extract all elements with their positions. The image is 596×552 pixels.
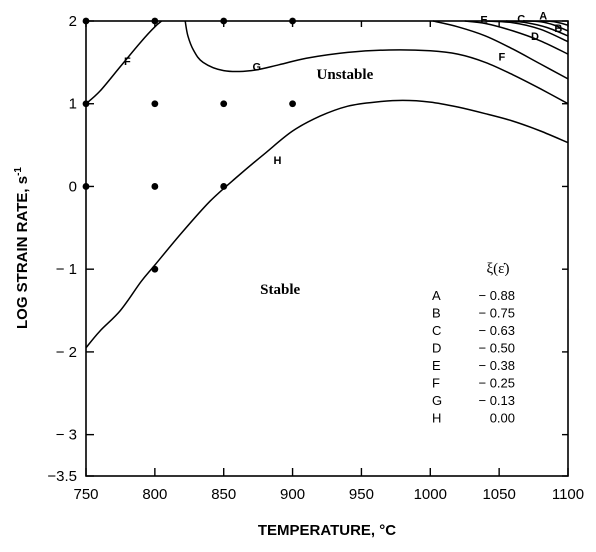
y-tick-label: − 2: [56, 344, 77, 361]
legend-value: − 0.50: [478, 341, 515, 356]
x-tick-label: 950: [349, 486, 374, 503]
data-point: [220, 183, 228, 190]
legend: A − 0.88 B − 0.75 C − 0.63 D − 0.50 E − 0.38 F − 0.…: [432, 288, 515, 426]
y-tick-label: − 3: [56, 427, 77, 444]
data-point: [151, 100, 159, 108]
axis-ticks: 750 800 850 900 950 1000 1050 1100 2 1 0 − 1 − 2 − 3 −…: [47, 13, 584, 503]
curve-label-b: B: [554, 23, 562, 35]
data-point: [289, 100, 296, 108]
x-tick-label: 750: [73, 486, 98, 503]
legend-key: H: [432, 411, 441, 426]
data-point: [82, 17, 90, 25]
y-axis-title: LOG STRAIN RATE, s-1: [13, 167, 31, 329]
legend-key: D: [432, 341, 441, 356]
legend-value: − 0.13: [478, 393, 515, 408]
data-point: [151, 17, 159, 25]
contour-line-g: [184, 20, 569, 105]
legend-value: − 0.38: [478, 358, 515, 373]
data-points: [82, 17, 296, 273]
curve-label-h: H: [273, 155, 281, 167]
y-axis-title-superscript: -1: [13, 167, 24, 176]
x-axis-title: TEMPERATURE, °C: [258, 522, 396, 539]
data-point: [151, 183, 159, 190]
data-point: [220, 17, 228, 25]
legend-key: G: [432, 393, 442, 408]
curve-label-g: G: [252, 62, 261, 74]
contour-curves: [85, 20, 569, 349]
region-label-stable: Stable: [260, 282, 300, 298]
curve-label-a: A: [539, 10, 547, 22]
contour-line-f: [432, 20, 569, 80]
region-label-unstable: Unstable: [317, 67, 374, 83]
contour-line-f: [85, 20, 163, 105]
y-tick-label: − 1: [56, 261, 77, 278]
legend-key: A: [432, 288, 441, 303]
curve-labels: H G F F E DC BA: [124, 10, 562, 167]
y-tick-label: −3.5: [47, 468, 77, 485]
legend-key: E: [432, 358, 441, 373]
x-tick-label: 900: [280, 486, 305, 503]
region-labels: Unstable Stable: [260, 67, 373, 298]
x-tick-label: 850: [211, 486, 236, 503]
contour-line-a: [540, 20, 569, 26]
curve-label-f: F: [499, 52, 506, 64]
data-point: [220, 100, 228, 108]
legend-value: 0.00: [490, 411, 515, 426]
contour-line-d: [485, 20, 569, 43]
x-tick-label: 1000: [414, 486, 447, 503]
contour-line-h: [85, 99, 569, 349]
y-tick-label: 1: [69, 96, 77, 113]
curve-label-d: D: [531, 31, 539, 43]
contour-line-c: [505, 20, 569, 37]
x-tick-label: 1050: [482, 486, 515, 503]
legend-key: F: [432, 376, 440, 391]
curve-label-f: F: [124, 56, 131, 68]
data-point: [289, 17, 296, 25]
curve-label-c: C: [517, 14, 525, 26]
y-axis-title-group: LOG STRAIN RATE, s-1: [13, 167, 31, 329]
legend-key: C: [432, 323, 441, 338]
data-point: [82, 183, 90, 190]
plot-frame: [85, 20, 569, 477]
x-tick-label: 1100: [552, 486, 584, 503]
legend-value: − 0.75: [478, 306, 515, 321]
legend-key: B: [432, 306, 441, 321]
legend-value: − 0.88: [478, 288, 515, 303]
legend-value: − 0.63: [478, 323, 515, 338]
legend-title: ξ(ε̇): [487, 261, 510, 277]
x-tick-label: 800: [142, 486, 167, 503]
data-point: [82, 100, 90, 108]
y-tick-label: 2: [69, 13, 77, 30]
legend-value: − 0.25: [478, 376, 515, 391]
y-axis-title-main: LOG STRAIN RATE, s: [14, 176, 31, 329]
contour-line-e: [464, 20, 569, 55]
y-tick-label: 0: [69, 178, 77, 195]
data-point: [151, 265, 159, 273]
curve-label-e: E: [480, 14, 487, 26]
contour-line-b: [523, 20, 569, 32]
